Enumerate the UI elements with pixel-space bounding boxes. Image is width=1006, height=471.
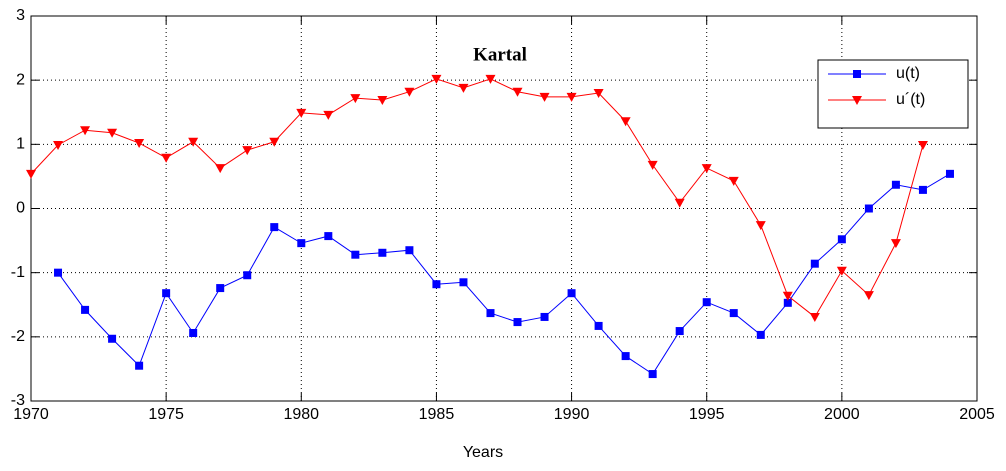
point (378, 248, 387, 257)
point (918, 185, 927, 194)
y-tick-label: 3 (16, 7, 25, 24)
point (242, 146, 253, 156)
point (782, 291, 793, 301)
point (540, 312, 549, 321)
point (702, 298, 711, 307)
x-tick-label: 1985 (419, 406, 455, 423)
x-tick-label: 2000 (824, 406, 860, 423)
x-tick-label: 1990 (554, 406, 590, 423)
point (513, 318, 522, 327)
point (161, 153, 172, 163)
point (755, 221, 766, 231)
point (351, 250, 360, 259)
x-tick-label: 2005 (959, 406, 995, 423)
point (53, 140, 64, 150)
legend-marker (852, 96, 862, 105)
point (620, 117, 631, 127)
point (486, 309, 495, 318)
point (594, 321, 603, 330)
legend: u(t) u´(t) (817, 59, 969, 129)
y-tick-label: -1 (11, 264, 25, 281)
point (809, 312, 820, 322)
point (566, 92, 577, 102)
axes-box (30, 15, 978, 402)
x-tick-label: 1970 (13, 406, 49, 423)
point (648, 370, 657, 379)
legend-marker (853, 70, 861, 78)
point (243, 271, 252, 280)
point (216, 284, 225, 293)
point (404, 87, 415, 97)
point (593, 89, 604, 98)
point (836, 266, 847, 276)
point (270, 223, 279, 232)
y-tick-label: -3 (11, 392, 25, 409)
series-line (57, 173, 951, 375)
point (81, 305, 90, 314)
point (539, 92, 550, 102)
x-tick-label: 1975 (148, 406, 184, 423)
point (729, 309, 738, 318)
point (458, 83, 469, 93)
point (134, 139, 145, 149)
point (431, 74, 442, 84)
point (108, 334, 117, 343)
point (701, 164, 712, 174)
point (512, 87, 523, 97)
legend-box (817, 59, 969, 129)
point (54, 268, 63, 277)
point (891, 180, 900, 189)
point (783, 298, 792, 307)
point (188, 137, 199, 147)
point (323, 110, 334, 120)
point (674, 198, 685, 208)
point (377, 96, 388, 106)
point (756, 330, 765, 339)
point (405, 246, 414, 255)
point (945, 169, 954, 178)
point (890, 239, 901, 249)
y-tick-label: -2 (11, 328, 25, 345)
point (189, 328, 198, 337)
point (485, 74, 496, 84)
y-tick-label: 2 (16, 71, 25, 88)
point (215, 164, 226, 174)
x-tick-label: 1995 (689, 406, 725, 423)
legend-label: u´(t) (896, 91, 925, 108)
point (917, 140, 928, 150)
point (135, 361, 144, 370)
point (459, 278, 468, 287)
y-tick-label: 0 (16, 200, 25, 217)
point (26, 169, 36, 179)
series-line (30, 78, 924, 318)
point (675, 327, 684, 336)
point (296, 108, 307, 118)
point (107, 128, 118, 138)
legend-label: u(t) (896, 65, 920, 82)
point (810, 259, 819, 268)
point (864, 204, 873, 213)
point (269, 137, 280, 147)
y-tick-label: 1 (16, 136, 25, 153)
x-tick-label: 1980 (283, 406, 319, 423)
point (297, 239, 306, 248)
point (350, 94, 361, 104)
point (647, 160, 658, 170)
x-axis-label: Years (463, 444, 503, 461)
point (324, 232, 333, 241)
point (863, 291, 874, 301)
point (567, 289, 576, 298)
point (837, 235, 846, 244)
point (728, 176, 739, 186)
point (621, 352, 630, 361)
chart-title: Kartal (473, 44, 527, 65)
point (80, 126, 91, 136)
point (432, 280, 441, 289)
point (162, 289, 171, 298)
